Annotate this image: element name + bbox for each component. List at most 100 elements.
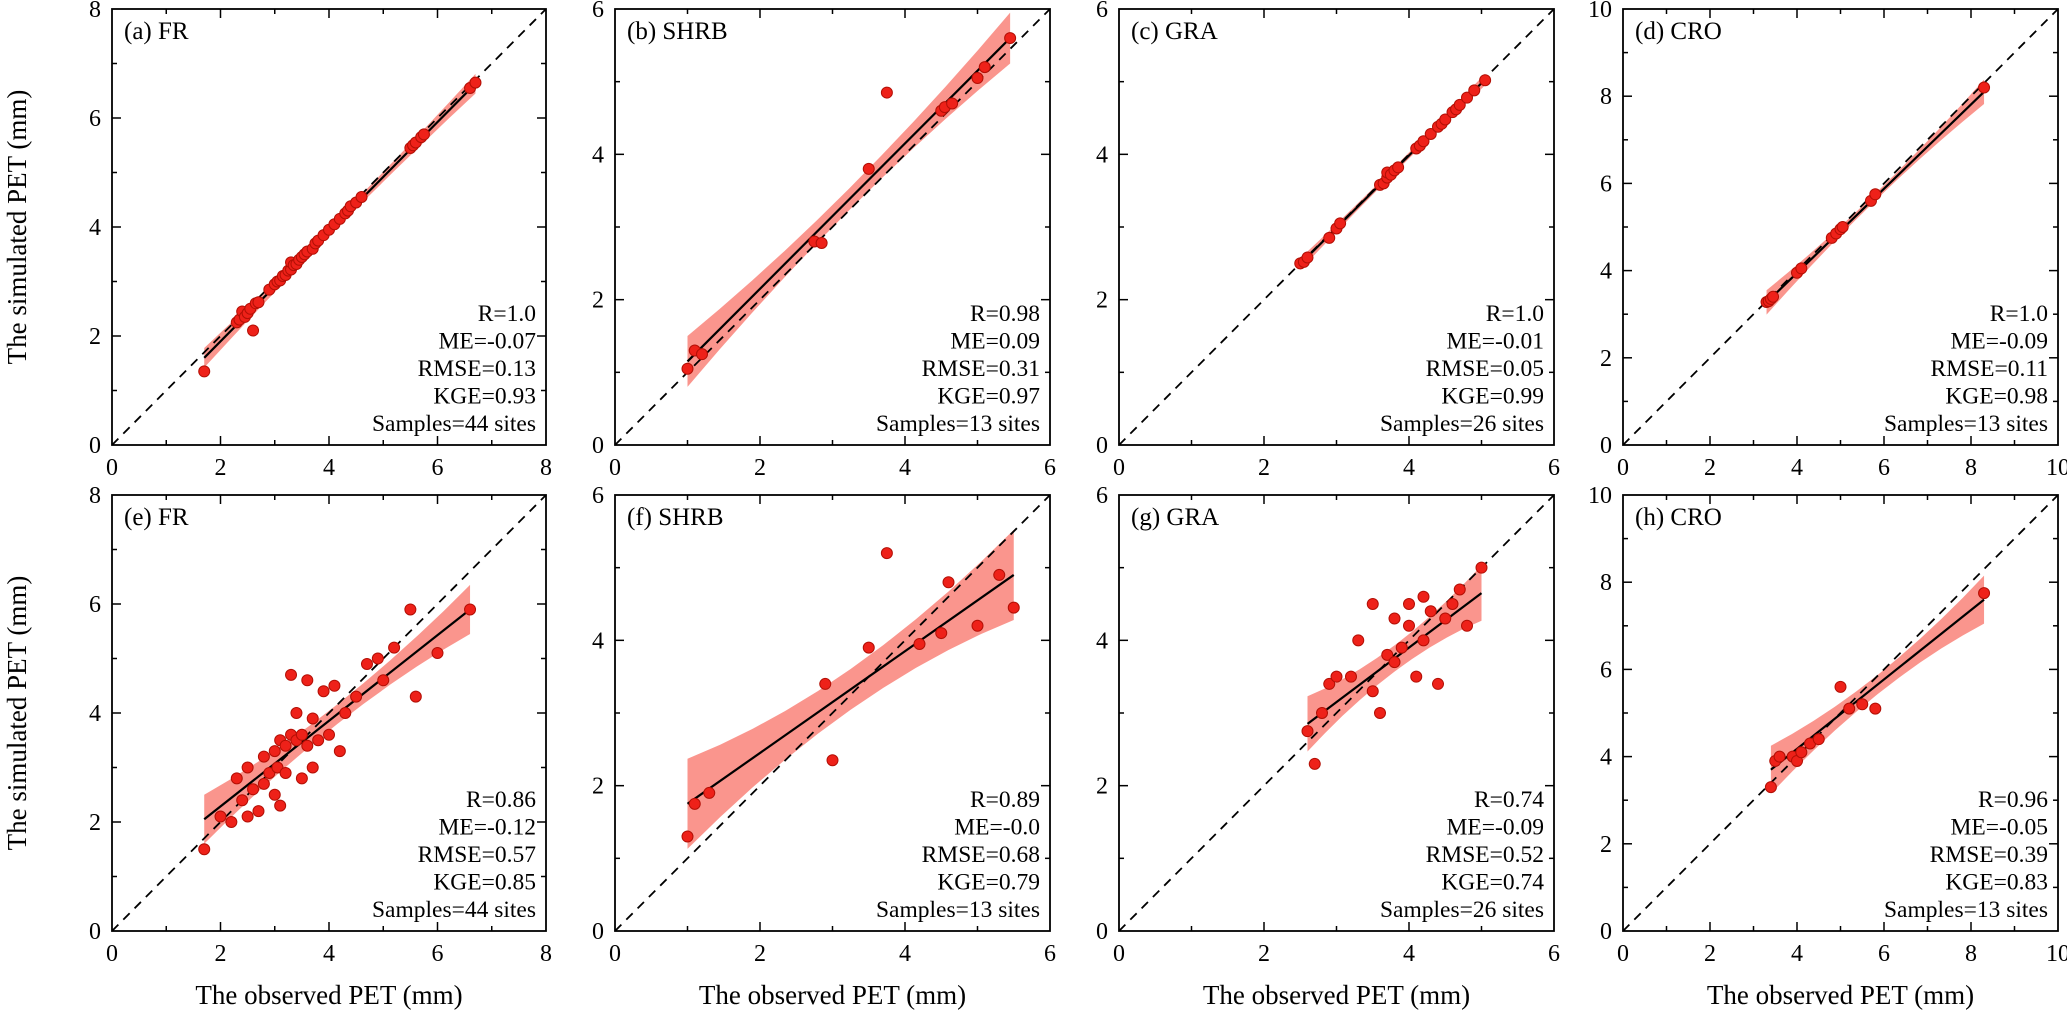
svg-text:Samples=13 sites: Samples=13 sites	[1884, 411, 2048, 437]
svg-text:4: 4	[89, 701, 101, 727]
svg-text:(b) SHRB: (b) SHRB	[627, 18, 728, 45]
svg-text:ME=-0.07: ME=-0.07	[439, 329, 537, 355]
svg-text:The observed PET (mm): The observed PET (mm)	[1707, 980, 1974, 1010]
svg-text:6: 6	[89, 106, 101, 132]
svg-text:2: 2	[89, 324, 101, 350]
svg-text:KGE=0.85: KGE=0.85	[433, 870, 536, 896]
svg-text:KGE=0.83: KGE=0.83	[1945, 870, 2048, 896]
svg-text:(e) FR: (e) FR	[124, 504, 189, 531]
svg-text:RMSE=0.52: RMSE=0.52	[1426, 842, 1544, 868]
svg-text:(g) GRA: (g) GRA	[1131, 504, 1219, 531]
svg-text:0: 0	[1617, 455, 1629, 481]
svg-text:0: 0	[1096, 433, 1108, 459]
svg-text:0: 0	[1113, 941, 1125, 967]
svg-text:10: 10	[1588, 0, 1612, 23]
svg-text:0: 0	[106, 455, 118, 481]
svg-text:6: 6	[432, 941, 444, 967]
svg-text:6: 6	[89, 592, 101, 618]
svg-text:RMSE=0.31: RMSE=0.31	[922, 356, 1040, 382]
svg-text:2: 2	[1258, 455, 1270, 481]
svg-text:Samples=44 sites: Samples=44 sites	[372, 897, 536, 923]
panel-f-shrb-bottom: 0 2 4 6 0 2 4 6 (f) SHRB R=0.89 ME=-0.0 RMSE=0.68 KG…	[555, 486, 1059, 1028]
svg-text:4: 4	[89, 215, 101, 241]
svg-text:2: 2	[1600, 832, 1612, 858]
svg-text:6: 6	[1044, 941, 1056, 967]
svg-text:6: 6	[1548, 455, 1560, 481]
svg-text:0: 0	[592, 433, 604, 459]
svg-text:2: 2	[754, 941, 766, 967]
panel-d-cro-top: 0 2 4 6 8 10 0 2 4 6 8 10 (d) CRO R=1.0 ME=-0.09 RMSE=0…	[1563, 0, 2067, 486]
svg-text:ME=0.09: ME=0.09	[950, 329, 1040, 355]
svg-text:8: 8	[1600, 570, 1612, 596]
svg-text:4: 4	[1791, 455, 1803, 481]
panel-c-gra-top: 0 2 4 6 0 2 4 6 (c) GRA R=1.0 ME=-0.01 RMSE=0.05 KGE…	[1059, 0, 1563, 486]
svg-text:0: 0	[609, 455, 621, 481]
svg-text:0: 0	[1600, 433, 1612, 459]
svg-text:The simulated PET (mm): The simulated PET (mm)	[2, 576, 32, 851]
svg-text:R=0.86: R=0.86	[466, 787, 536, 813]
svg-text:4: 4	[1096, 628, 1108, 654]
svg-text:R=0.89: R=0.89	[970, 787, 1040, 813]
svg-text:6: 6	[1548, 941, 1560, 967]
panel-g-gra-bottom: 0 2 4 6 0 2 4 6 (g) GRA R=0.74 ME=-0.09 RMSE=0.52 KG…	[1059, 486, 1563, 1028]
svg-text:RMSE=0.13: RMSE=0.13	[418, 356, 536, 382]
svg-text:2: 2	[215, 455, 227, 481]
panel-h-cro-bottom: 0 2 4 6 8 10 0 2 4 6 8 10 (h) CRO R=0.96 ME=-0.05 RMSE=…	[1563, 486, 2067, 1028]
svg-text:0: 0	[1600, 919, 1612, 945]
svg-text:(d) CRO: (d) CRO	[1635, 18, 1722, 45]
svg-text:Samples=26 sites: Samples=26 sites	[1380, 411, 1544, 437]
svg-text:4: 4	[323, 941, 335, 967]
panel-h-plot: 0 2 4 6 8 10 0 2 4 6 8 10 (h) CRO R=0.96ME=-0.05RMSE=…	[1588, 486, 2067, 1010]
svg-text:The simulated PET (mm): The simulated PET (mm)	[2, 90, 32, 365]
svg-text:8: 8	[540, 941, 552, 967]
svg-text:Samples=13 sites: Samples=13 sites	[876, 897, 1040, 923]
svg-text:4: 4	[592, 628, 604, 654]
panel-f-plot: 0 2 4 6 0 2 4 6 (f) SHRB R=0.89ME=-0.0RMSE=0.68KG…	[592, 486, 1056, 1010]
svg-text:ME=-0.01: ME=-0.01	[1447, 329, 1544, 355]
svg-text:4: 4	[1600, 745, 1612, 771]
svg-text:6: 6	[592, 0, 604, 23]
svg-text:4: 4	[323, 455, 335, 481]
svg-text:10: 10	[1588, 486, 1612, 509]
svg-text:(c) GRA: (c) GRA	[1131, 18, 1218, 45]
svg-text:6: 6	[1096, 486, 1108, 509]
svg-text:ME=-0.12: ME=-0.12	[439, 815, 536, 841]
svg-text:Samples=44 sites: Samples=44 sites	[372, 411, 536, 437]
panel-a-plot: 0 2 4 6 8 0 2 4 6 8 (a) FR R=1.0ME=-0.07RMSE=0.13KG…	[2, 0, 552, 481]
svg-text:6: 6	[1878, 455, 1890, 481]
svg-text:KGE=0.93: KGE=0.93	[433, 384, 536, 410]
svg-text:0: 0	[1113, 455, 1125, 481]
figure-row-bottom: 0 2 4 6 8 0 2 4 6 8 (e) FR R=0.86 ME=-0.12 RMSE=0.57 K…	[0, 486, 2067, 1028]
svg-text:4: 4	[899, 455, 911, 481]
svg-text:8: 8	[1965, 941, 1977, 967]
svg-text:4: 4	[1096, 142, 1108, 168]
svg-text:6: 6	[1600, 171, 1612, 197]
svg-text:4: 4	[1403, 941, 1415, 967]
svg-text:2: 2	[592, 288, 604, 314]
svg-text:0: 0	[1096, 919, 1108, 945]
svg-text:6: 6	[432, 455, 444, 481]
panel-b-plot: 0 2 4 6 0 2 4 6 (b) SHRB R=0.98ME=0.09RMSE=0.31KG…	[592, 0, 1056, 481]
svg-text:4: 4	[1600, 259, 1612, 285]
svg-text:R=1.0: R=1.0	[1990, 301, 2048, 327]
svg-text:(h) CRO: (h) CRO	[1635, 504, 1722, 531]
svg-text:Samples=26 sites: Samples=26 sites	[1380, 897, 1544, 923]
panel-c-plot: 0 2 4 6 0 2 4 6 (c) GRA R=1.0ME=-0.01RMSE=0.05KGE…	[1096, 0, 1560, 481]
svg-text:8: 8	[540, 455, 552, 481]
svg-text:2: 2	[1704, 941, 1716, 967]
svg-text:2: 2	[215, 941, 227, 967]
svg-text:ME=-0.05: ME=-0.05	[1951, 815, 2048, 841]
svg-text:R=0.96: R=0.96	[1978, 787, 2048, 813]
svg-text:Samples=13 sites: Samples=13 sites	[1884, 897, 2048, 923]
svg-text:ME=-0.0: ME=-0.0	[954, 815, 1040, 841]
svg-text:The observed PET (mm): The observed PET (mm)	[699, 980, 966, 1010]
svg-text:KGE=0.99: KGE=0.99	[1441, 384, 1544, 410]
svg-text:RMSE=0.05: RMSE=0.05	[1426, 356, 1544, 382]
svg-text:4: 4	[592, 142, 604, 168]
svg-text:6: 6	[592, 486, 604, 509]
svg-text:4: 4	[1791, 941, 1803, 967]
svg-text:6: 6	[1044, 455, 1056, 481]
panel-g-plot: 0 2 4 6 0 2 4 6 (g) GRA R=0.74ME=-0.09RMSE=0.52KG…	[1096, 486, 1560, 1010]
svg-text:2: 2	[89, 810, 101, 836]
